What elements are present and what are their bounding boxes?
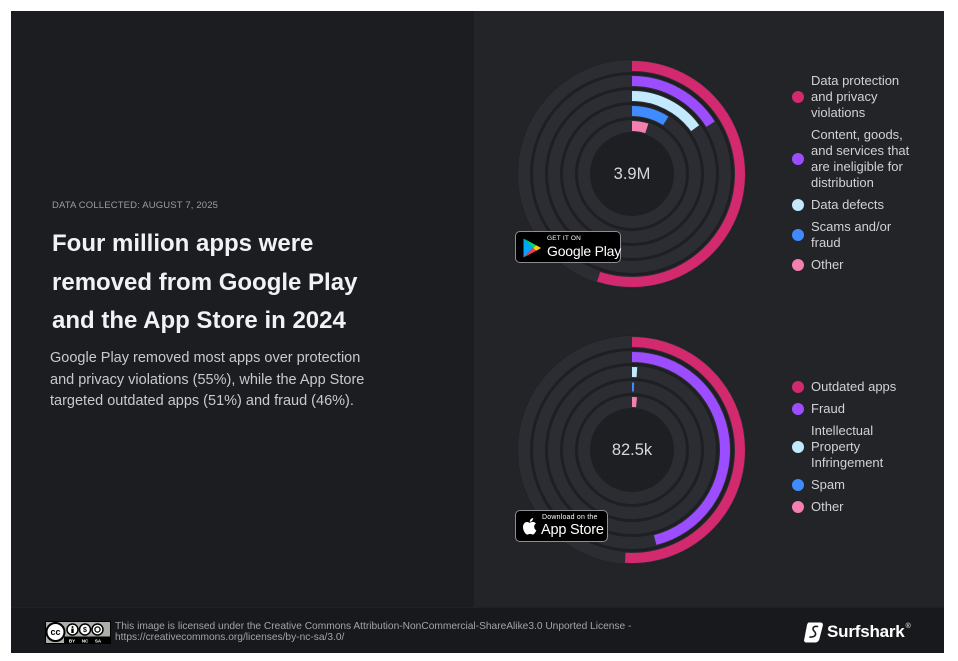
legend-dot <box>792 501 804 513</box>
apple-icon <box>522 518 537 535</box>
legend-dot <box>792 403 804 415</box>
cc-nc-text: NC <box>82 638 89 643</box>
cc-by-text: BY <box>69 638 75 643</box>
legend-dot <box>792 259 804 271</box>
arc-data-defects <box>631 91 700 132</box>
legend-label: Other <box>811 499 844 514</box>
infographic: DATA COLLECTED: AUGUST 7, 2025 Four mill… <box>11 11 944 653</box>
arc-content-goods-and-services-that-are-ineligible-for-distribution <box>631 76 715 127</box>
legend-dot <box>792 199 804 211</box>
legend-item: Content, goods, and services that are in… <box>792 127 937 191</box>
legend-dot <box>792 91 804 103</box>
badge-small-text: GET IT ON <box>547 235 582 242</box>
arc-scams-and-or-fraud <box>631 106 669 126</box>
legend-label: Fraud <box>811 401 845 416</box>
app-store-radial-chart: 82.5k <box>517 335 747 565</box>
license-notice: This image is licensed under the Creativ… <box>115 621 632 643</box>
badge-large-text: Google Play <box>547 243 622 259</box>
google-play-legend: Data protection and privacy violations C… <box>792 73 937 279</box>
legend-dot <box>792 479 804 491</box>
description: Google Play removed most apps over prote… <box>50 350 365 409</box>
legend-item: Data protection and privacy violations <box>792 73 937 121</box>
legend-dot <box>792 229 804 241</box>
arc-data-protection-and-privacy-violations <box>597 61 746 287</box>
legend-label: Scams and/or fraud <box>811 219 892 250</box>
app-store-legend: Outdated apps Fraud Intellectual Propert… <box>792 379 937 521</box>
legend-item: Spam <box>792 477 937 493</box>
left-panel: DATA COLLECTED: AUGUST 7, 2025 Four mill… <box>11 11 474 607</box>
arc-outdated-apps <box>624 337 745 563</box>
arc-other <box>631 121 649 134</box>
surfshark-logo-icon <box>804 622 823 642</box>
center-total-label: 82.5k <box>612 441 653 459</box>
creative-commons-badge-icon: cc $ BY NC SA <box>45 621 111 644</box>
page-title: Four million apps were removed from Goog… <box>52 230 358 334</box>
brand-name: Surfshark <box>827 622 905 641</box>
legend-label: Content, goods, and services that are in… <box>811 127 910 190</box>
legend-label: Other <box>811 257 844 272</box>
arc-fraud <box>631 352 730 545</box>
legend-label: Outdated apps <box>811 379 897 394</box>
legend-item: Outdated apps <box>792 379 937 395</box>
legend-item: Intellectual Property Infringement <box>792 423 937 471</box>
surfshark-logo: Surfshark ® <box>804 620 911 644</box>
google-play-icon <box>523 238 541 258</box>
legend-label: Data defects <box>811 197 884 212</box>
legend-item: Other <box>792 499 937 515</box>
svg-text:$: $ <box>83 627 87 634</box>
center-total-label: 3.9M <box>614 165 651 183</box>
badge-large-text: App Store <box>541 522 604 538</box>
cc-sa-text: SA <box>95 638 102 643</box>
registered-mark: ® <box>905 623 911 630</box>
app-store-badge[interactable]: Download on the App Store <box>515 510 608 542</box>
license-url[interactable]: https://creativecommons.org/licenses/by-… <box>115 631 345 643</box>
badge-small-text: Download on the <box>542 514 598 521</box>
legend-item: Other <box>792 257 937 273</box>
license-text: This image is licensed under the Creativ… <box>115 621 632 632</box>
legend-label: Intellectual Property Infringement <box>811 423 884 470</box>
legend-label: Spam <box>811 477 845 492</box>
google-play-badge[interactable]: GET IT ON Google Play <box>515 231 621 263</box>
legend-dot <box>792 441 804 453</box>
legend-item: Data defects <box>792 197 937 213</box>
date-label: DATA COLLECTED: AUGUST 7, 2025 <box>52 200 219 211</box>
legend-item: Scams and/or fraud <box>792 219 937 251</box>
legend-item: Fraud <box>792 401 937 417</box>
footer <box>11 607 944 653</box>
cc-text: cc <box>50 627 60 637</box>
legend-label: Data protection and privacy violations <box>811 73 900 120</box>
legend-dot <box>792 153 804 165</box>
legend-dot <box>792 381 804 393</box>
